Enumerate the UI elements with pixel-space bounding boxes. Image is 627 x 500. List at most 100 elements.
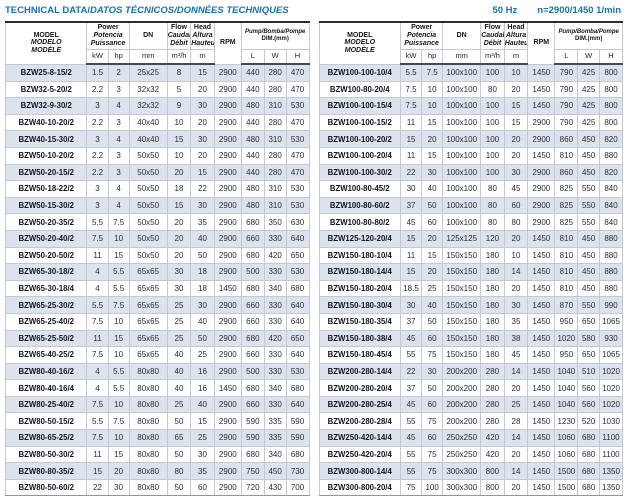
- header-rpm: RPM: [527, 21, 556, 65]
- table-body-right: BZW100-100-10/4 5.5 7.5 100x100 100 10 1450 790…: [318, 63, 623, 497]
- cell-value: 2.2: [86, 113, 109, 132]
- cell-value: 3: [86, 196, 109, 215]
- cell-value: 15: [421, 246, 444, 265]
- table-row: BZW50-20-40/2 7.5 10 50x50 20 40 2900 660 330 640: [4, 229, 310, 248]
- cell-value: 420: [263, 329, 287, 348]
- table-row: BZW300-800-20/4 75 100 300x300 800 20 1450 1500…: [318, 478, 623, 497]
- cell-value: 40: [166, 379, 192, 397]
- cell-value: 450: [577, 163, 601, 182]
- header-head-en: Head: [193, 24, 212, 32]
- header-model: MODEL MODELO MODÈLE: [4, 21, 88, 65]
- unit-hp: hp: [421, 49, 444, 65]
- cell-value: 550: [577, 213, 601, 231]
- cell-value: 38: [503, 329, 529, 348]
- cell-value: 2900: [213, 263, 242, 281]
- cell-value: 100: [480, 130, 505, 148]
- cell-model: BZW80-50-15/2: [4, 412, 88, 431]
- cell-value: 22: [399, 362, 423, 381]
- cell-value: 50: [421, 196, 444, 215]
- cell-value: 1040: [554, 379, 579, 397]
- cell-value: 280: [480, 362, 505, 381]
- cell-value: 450: [577, 263, 601, 281]
- cell-value: 440: [240, 163, 265, 182]
- cell-value: 680: [240, 246, 265, 265]
- cell-value: 1450: [213, 379, 242, 397]
- cell-value: 7.5: [86, 429, 109, 447]
- cell-value: 790: [554, 63, 579, 82]
- cell-value: 2900: [213, 362, 242, 381]
- cell-value: 280: [263, 80, 287, 99]
- table-row: BZW80-40-16/2 4 5.5 80x80 40 16 2900 500 330 530: [4, 362, 310, 381]
- cell-value: 50x50: [128, 246, 168, 265]
- cell-value: 2900: [213, 445, 242, 464]
- cell-value: 1020: [554, 329, 579, 348]
- cell-value: 2900: [213, 312, 242, 331]
- cell-value: 530: [285, 196, 310, 215]
- cell-model: BZW100-100-20/4: [318, 146, 401, 165]
- table-row: BZW32-5-20/2 2.2 3 32x32 5 20 2900 440 280 470: [4, 80, 310, 99]
- cell-value: 420: [480, 429, 505, 447]
- cell-value: 80x80: [128, 379, 168, 397]
- cell-value: 15: [399, 263, 423, 281]
- cell-value: 80: [166, 462, 192, 480]
- header-dim-langs: Pump/Bomba/Pompe: [558, 29, 619, 36]
- cell-value: 880: [599, 146, 623, 165]
- cell-value: 7.5: [421, 63, 444, 82]
- cell-value: 680: [240, 279, 265, 298]
- cell-model: BZW32-9-30/2: [4, 97, 88, 115]
- cell-value: 10: [166, 146, 192, 165]
- cell-value: 20: [190, 80, 215, 99]
- cell-model: BZW40-10-20/2: [4, 113, 88, 132]
- cell-value: 100x100: [442, 63, 482, 82]
- cell-model: BZW65-25-50/2: [4, 329, 88, 348]
- header-model-en: MODEL: [33, 31, 59, 39]
- table-row: BZW40-10-20/2 2.2 3 40x40 10 20 2900 440 280 470: [4, 113, 310, 132]
- table-row: BZW65-30-18/4 4 5.5 65x65 30 18 1450 680 340 680: [4, 279, 310, 298]
- cell-value: 20: [166, 246, 192, 265]
- table-row: BZW80-50-15/2 5.5 7.5 80x80 50 15 2900 590 335 59…: [4, 412, 310, 431]
- header-flow-en: Flow: [484, 24, 501, 32]
- cell-value: 80x80: [128, 478, 168, 497]
- cell-value: 8: [166, 63, 192, 82]
- cell-value: 420: [480, 445, 505, 464]
- cell-value: 25: [190, 429, 215, 447]
- cell-value: 310: [263, 97, 287, 115]
- cell-value: 280: [480, 412, 505, 431]
- cell-value: 450: [577, 229, 601, 248]
- header-flow: Flow Caudal Débit: [480, 21, 505, 50]
- table-row: BZW100-100-15/4 7.5 10 100x100 100 15 1450 790 4…: [318, 97, 623, 115]
- cell-value: 680: [240, 379, 265, 397]
- cell-value: 480: [240, 130, 265, 148]
- cell-value: 1500: [554, 478, 579, 497]
- cell-value: 1065: [599, 346, 623, 364]
- cell-value: 20: [421, 229, 444, 248]
- cell-value: 7.5: [399, 97, 423, 115]
- cell-value: 340: [263, 379, 287, 397]
- header-dim-langs: Pump/Bomba/Pompe: [245, 29, 306, 36]
- cell-value: 650: [577, 346, 601, 364]
- cell-value: 450: [577, 279, 601, 298]
- cell-value: 10: [107, 312, 130, 331]
- cell-value: 75: [399, 478, 423, 497]
- cell-value: 640: [285, 395, 310, 414]
- cell-model: BZW65-25-30/2: [4, 296, 88, 314]
- cell-model: BZW50-20-40/2: [4, 229, 88, 248]
- unit-w: W: [577, 49, 601, 65]
- cell-value: 950: [554, 312, 579, 331]
- cell-value: 7.5: [107, 296, 130, 314]
- cell-model: BZW65-30-18/2: [4, 263, 88, 281]
- cell-value: 1040: [554, 395, 579, 414]
- cell-value: 5.5: [107, 279, 130, 298]
- cell-model: BZW80-50-60/2: [4, 478, 88, 497]
- cell-value: 280: [480, 379, 505, 397]
- cell-value: 2: [107, 63, 130, 82]
- cell-value: 2900: [213, 346, 242, 364]
- cell-value: 440: [240, 63, 265, 82]
- cell-value: 80x80: [128, 412, 168, 431]
- cell-model: BZW80-25-40/2: [4, 395, 88, 414]
- cell-value: 40: [190, 229, 215, 248]
- table-row: BZW80-80-35/2 15 20 80x80 80 35 2900 750 450 730: [4, 462, 310, 480]
- cell-value: 335: [263, 429, 287, 447]
- cell-value: 1100: [599, 429, 623, 447]
